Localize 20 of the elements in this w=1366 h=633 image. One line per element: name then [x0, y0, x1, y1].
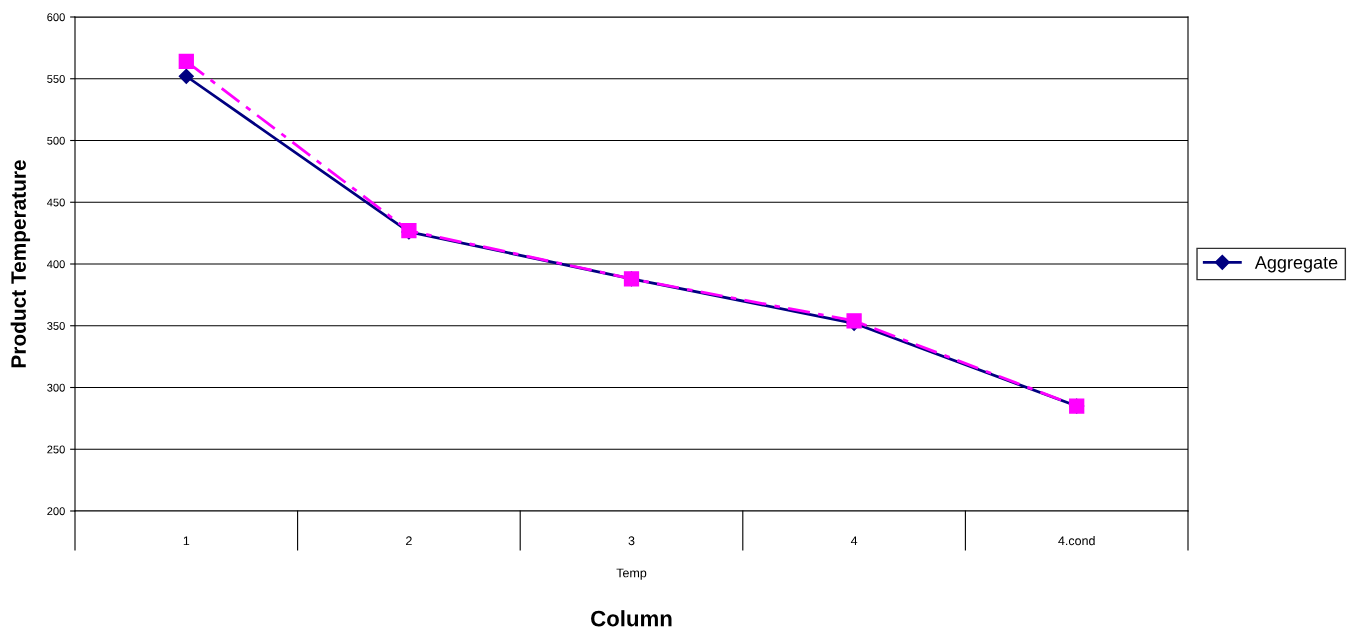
x-tick-label: 4.cond	[1058, 536, 1095, 546]
y-axis-title: Product Temperature	[10, 160, 31, 368]
y-tick-label: 600	[47, 13, 65, 22]
text: Temp	[616, 568, 647, 580]
y-tick-label: 300	[47, 383, 65, 392]
y-tick-label: 450	[47, 198, 65, 207]
y-tick-label: 500	[47, 136, 65, 145]
point	[178, 68, 194, 84]
legend-label: Aggregate	[1254, 256, 1338, 273]
x-tick-label: 3	[628, 536, 635, 546]
y-tick-label: 350	[47, 322, 65, 330]
y-tick-label: 200	[47, 507, 65, 516]
x-axis-title: Column	[591, 610, 672, 627]
x-tick-label: 1	[183, 536, 190, 546]
y-tick-label: 550	[47, 75, 65, 83]
y-tick-label: 400	[47, 260, 65, 269]
y-tick-label: 250	[47, 445, 65, 454]
x-tick-label: 2	[406, 536, 412, 546]
point	[178, 53, 194, 70]
x-tick-label: 4	[850, 536, 858, 546]
